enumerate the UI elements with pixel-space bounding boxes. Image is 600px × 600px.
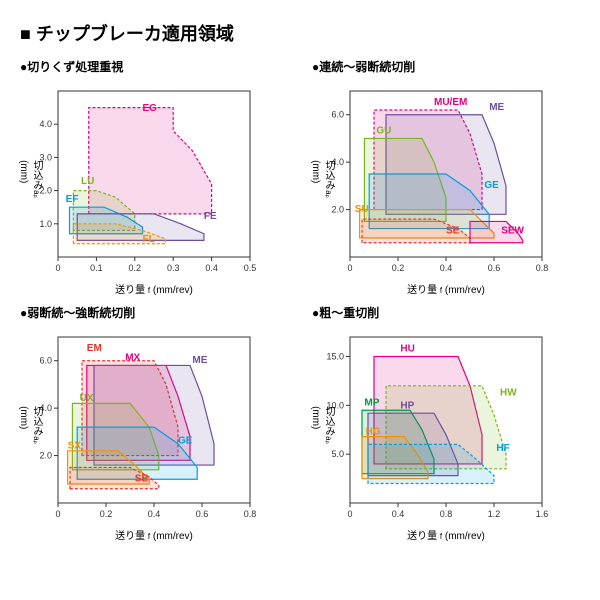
x-axis-label: 送り量 f (mm/rev) — [312, 281, 580, 296]
region-label-HG: HG — [366, 427, 381, 438]
svg-text:0.6: 0.6 — [196, 509, 209, 519]
chart-svg: 00.10.20.30.40.51.02.03.04.0EGLUEFFEFL — [20, 79, 260, 279]
svg-text:15.0: 15.0 — [326, 352, 344, 362]
region-label-MU/EM: MU/EM — [434, 97, 467, 108]
svg-text:0.2: 0.2 — [392, 263, 405, 273]
chart-grid: ●切りくず処理重視切込みaₚ(mm) 0 0.1 0.2 0.3 0.4 0.5 1.0 2.0… — [20, 58, 580, 542]
svg-text:2.0: 2.0 — [39, 451, 52, 461]
chart-title: ●弱断続～強断続切削 — [20, 304, 288, 321]
y-axis-label: 切込みaₚ(mm) — [18, 160, 44, 198]
region-label-SX: SX — [68, 440, 82, 451]
region-label-SEW: SEW — [501, 225, 524, 236]
chart-svg: 00.20.40.60.82.04.06.0MU/EMMEGUGESUSESEW — [312, 79, 552, 279]
svg-text:0.5: 0.5 — [244, 263, 257, 273]
region-label-SU: SU — [355, 204, 369, 215]
svg-text:6.0: 6.0 — [331, 110, 344, 120]
svg-text:1.2: 1.2 — [488, 509, 501, 519]
chart-title: ●連続～弱断続切削 — [312, 58, 580, 75]
y-axis-label: 切込みaₚ(mm) — [310, 406, 336, 444]
y-axis-label: 切込みaₚ(mm) — [310, 160, 336, 198]
chart-block-2: ●弱断続～強断続切削切込みaₚ(mm)00.20.40.60.82.04.06.… — [20, 304, 288, 542]
region-label-HF: HF — [496, 443, 509, 454]
chart-svg: 00.40.81.21.65.010.015.0HUHWMPHPHGHF — [312, 325, 552, 525]
region-label-GU: GU — [376, 126, 391, 137]
region-label-EM: EM — [87, 343, 102, 354]
region-label-SE: SE — [135, 474, 149, 485]
region-label-HW: HW — [500, 388, 517, 399]
chart-block-0: ●切りくず処理重視切込みaₚ(mm)00.10.20.30.40.51.02.0… — [20, 58, 288, 296]
region-label-UX: UX — [80, 393, 94, 404]
x-axis-label: 送り量 f (mm/rev) — [20, 281, 288, 296]
region-label-MX: MX — [125, 353, 140, 364]
region-label-HU: HU — [400, 344, 414, 355]
svg-text:0.8: 0.8 — [440, 509, 453, 519]
region-label-LU: LU — [81, 176, 94, 187]
region-label-MP: MP — [364, 397, 379, 408]
svg-text:6.0: 6.0 — [39, 356, 52, 366]
svg-text:0.8: 0.8 — [244, 509, 257, 519]
svg-text:2.0: 2.0 — [331, 205, 344, 215]
region-label-HP: HP — [400, 400, 414, 411]
svg-text:0.1: 0.1 — [90, 263, 103, 273]
region-label-FL: FL — [142, 234, 154, 245]
svg-text:0.2: 0.2 — [100, 509, 113, 519]
x-axis-label: 送り量 f (mm/rev) — [312, 527, 580, 542]
region-label-ME: ME — [192, 355, 207, 366]
svg-text:0: 0 — [347, 509, 352, 519]
svg-text:0: 0 — [55, 263, 60, 273]
svg-text:0.6: 0.6 — [488, 263, 501, 273]
svg-text:1.6: 1.6 — [536, 509, 549, 519]
region-label-SE: SE — [446, 225, 460, 236]
main-title: ■ チップブレーカ適用領域 — [20, 20, 580, 46]
region-label-FE: FE — [204, 211, 217, 222]
svg-text:1.0: 1.0 — [39, 219, 52, 229]
chart-title: ●切りくず処理重視 — [20, 58, 288, 75]
region-label-EF: EF — [66, 194, 79, 205]
svg-text:0.8: 0.8 — [536, 263, 549, 273]
chart-block-3: ●粗～重切削切込みaₚ(mm)00.40.81.21.65.010.015.0H… — [312, 304, 580, 542]
region-label-GE: GE — [178, 436, 193, 447]
svg-text:0: 0 — [347, 263, 352, 273]
svg-text:0.4: 0.4 — [440, 263, 453, 273]
y-axis-label: 切込みaₚ(mm) — [18, 406, 44, 444]
svg-text:0.4: 0.4 — [205, 263, 218, 273]
x-axis-label: 送り量 f (mm/rev) — [20, 527, 288, 542]
region-label-GE: GE — [484, 180, 499, 191]
svg-text:0.2: 0.2 — [129, 263, 142, 273]
svg-text:0.3: 0.3 — [167, 263, 180, 273]
chart-svg: 00.20.40.60.82.04.06.0EMMXMEUXGESXSE — [20, 325, 260, 525]
region-label-EG: EG — [142, 103, 157, 114]
svg-text:0: 0 — [55, 509, 60, 519]
svg-text:0.4: 0.4 — [392, 509, 405, 519]
svg-text:5.0: 5.0 — [331, 449, 344, 459]
svg-text:4.0: 4.0 — [39, 119, 52, 129]
chart-block-1: ●連続～弱断続切削切込みaₚ(mm)00.20.40.60.82.04.06.0… — [312, 58, 580, 296]
region-label-ME: ME — [489, 102, 504, 113]
svg-text:0.4: 0.4 — [148, 509, 161, 519]
chart-title: ●粗～重切削 — [312, 304, 580, 321]
